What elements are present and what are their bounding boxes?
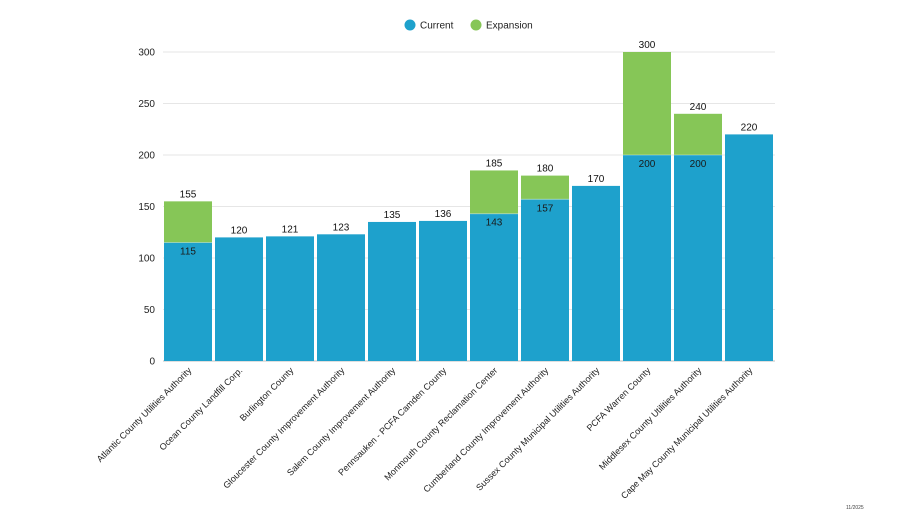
bar-total-label: 135: [384, 210, 401, 221]
y-tick-label: 0: [149, 357, 155, 368]
x-tick-label: Pennsauken - PCFA Camden County: [336, 365, 448, 477]
y-tick-label: 100: [138, 254, 155, 265]
bar-current: [521, 199, 569, 361]
bar-current-label: 200: [639, 159, 656, 170]
bar-total-label: 136: [435, 209, 452, 220]
bar-current: [368, 221, 416, 361]
legend-label-expansion: Expansion: [486, 21, 533, 32]
bar-current: [470, 213, 518, 361]
x-tick-label: Monmouth County Reclamation Center: [382, 365, 499, 482]
bar-current-label: 157: [537, 203, 554, 214]
x-axis-ticks: Atlantic County Utilities AuthorityOcean…: [95, 365, 755, 501]
x-tick-label: Middlesex County Utilities Authority: [597, 365, 704, 472]
bar-current: [317, 234, 365, 361]
bar-current: [725, 134, 773, 361]
bar-total-label: 170: [588, 174, 605, 185]
legend-label-current: Current: [420, 21, 454, 32]
bar-current-label: 200: [690, 159, 707, 170]
bar-total-label: 121: [282, 224, 299, 235]
bar-total-label: 220: [741, 122, 758, 133]
bars: [164, 52, 773, 361]
bar-current-label: 115: [180, 247, 196, 258]
y-tick-label: 250: [138, 99, 155, 110]
bar-current: [572, 185, 620, 361]
bar-total-label: 300: [639, 40, 656, 51]
data-labels: 155 115 120 121 123 135 136 185 143 180 157 170 300 2…: [180, 40, 758, 258]
x-tick-label: Salem County Improvement Authority: [285, 365, 398, 478]
bar-current: [419, 220, 467, 361]
bar-total-label: 180: [537, 164, 554, 175]
legend-marker-current: [404, 19, 416, 31]
bar-expansion: [164, 201, 212, 243]
y-axis-ticks: 0 50 100 150 200 250 300: [138, 48, 155, 368]
bar-total-label: 123: [333, 222, 350, 233]
y-tick-label: 150: [138, 202, 155, 213]
bar-expansion: [674, 113, 722, 155]
x-tick-label: Ocean County Landfill Corp.: [157, 365, 244, 452]
bar-expansion: [623, 52, 671, 155]
x-tick-label: Burlington County: [238, 365, 296, 423]
x-tick-label: Atlantic County Utilities Authority: [95, 365, 194, 464]
y-tick-label: 300: [138, 48, 155, 59]
bar-expansion: [470, 170, 518, 214]
bar-current: [674, 155, 722, 361]
y-tick-label: 50: [144, 305, 156, 316]
y-tick-label: 200: [138, 151, 155, 162]
bar-current: [215, 237, 263, 361]
bar-current: [623, 155, 671, 361]
footnote: 11/2025: [846, 505, 864, 511]
bar-total-label: 240: [690, 102, 707, 113]
bar-total-label: 120: [231, 225, 248, 236]
bar-expansion: [521, 175, 569, 200]
bar-total-label: 185: [486, 158, 503, 169]
grid-lines: [163, 51, 775, 362]
bar-current: [266, 236, 314, 361]
bar-total-label: 155: [180, 189, 197, 200]
bar-current-label: 143: [486, 218, 503, 229]
bar-current: [164, 242, 212, 361]
chart-legend: Current Expansion: [404, 19, 533, 32]
legend-marker-expansion: [470, 19, 482, 31]
